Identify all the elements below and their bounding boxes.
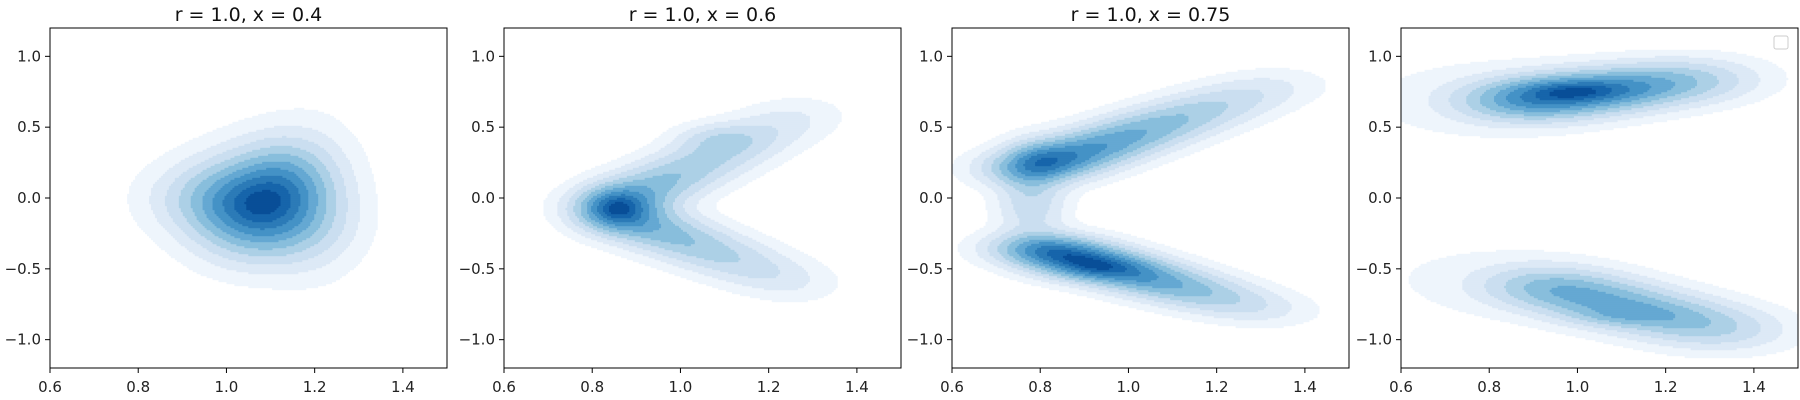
panel-1: 0.6 0.8 1.0 1.2 1.4 −1.0 −0.5 0.0 0.5 1.0 r = 1.0,… <box>5 4 448 396</box>
panel-title: r = 1.0, x = 0.75 <box>1071 4 1231 26</box>
x-tick-label: 1.0 <box>1117 378 1141 396</box>
x-tick-label: 1.4 <box>391 378 415 396</box>
y-tick-label: −0.5 <box>907 260 943 278</box>
y-tick-label: 0.0 <box>17 189 41 207</box>
y-tick-label: −1.0 <box>907 331 943 349</box>
x-tick-label: 1.4 <box>1293 378 1317 396</box>
x-tick-label: 1.2 <box>1205 378 1229 396</box>
x-tick-label: 0.6 <box>1389 378 1413 396</box>
contour-level-10 <box>1549 87 1596 99</box>
y-tick-label: −1.0 <box>1356 331 1392 349</box>
y-tick-label: 0.0 <box>919 189 943 207</box>
x-tick-label: 0.6 <box>38 378 62 396</box>
contour-level-9 <box>1035 157 1127 273</box>
contour-level-3 <box>1448 61 1761 345</box>
contour-level-10 <box>1062 253 1113 271</box>
y-tick-label: −1.0 <box>5 331 41 349</box>
x-tick-label: 0.6 <box>940 378 964 396</box>
x-tick-label: 0.6 <box>492 378 516 396</box>
y-tick-label: 0.0 <box>1368 189 1392 207</box>
panel-2: 0.6 0.8 1.0 1.2 1.4 −1.0 −0.5 0.0 0.5 1.0 r = 1.0,… <box>459 4 902 396</box>
density-contours <box>1401 49 1798 359</box>
y-tick-label: 0.5 <box>17 118 41 136</box>
y-tick-label: −0.5 <box>1356 260 1392 278</box>
legend-box <box>1773 35 1789 50</box>
y-tick-label: −0.5 <box>459 260 495 278</box>
panel-title: r = 1.0, x = 0.4 <box>175 4 323 26</box>
density-contours <box>127 107 378 291</box>
y-tick-label: 1.0 <box>919 47 943 65</box>
y-tick-label: 1.0 <box>1368 47 1392 65</box>
x-tick-label: 1.2 <box>757 378 781 396</box>
panel-4: 0.6 0.8 1.0 1.2 1.4 −1.0 −0.5 0.0 0.5 1.0 <box>1356 27 1799 396</box>
contour-level-10 <box>609 201 630 215</box>
panel-title: r = 1.0, x = 0.6 <box>629 4 777 26</box>
x-tick-label: 0.8 <box>126 378 150 396</box>
x-tick-label: 1.0 <box>1566 378 1590 396</box>
x-tick-label: 1.0 <box>669 378 693 396</box>
y-tick-label: 0.5 <box>919 118 943 136</box>
density-contours <box>543 97 842 303</box>
x-tick-label: 0.8 <box>1028 378 1052 396</box>
y-tick-label: 1.0 <box>17 47 41 65</box>
y-tick-label: 0.5 <box>1368 118 1392 136</box>
x-tick-label: 1.0 <box>215 378 239 396</box>
x-tick-label: 0.8 <box>580 378 604 396</box>
y-tick-label: −1.0 <box>459 331 495 349</box>
x-tick-label: 0.8 <box>1477 378 1501 396</box>
y-tick-label: −0.5 <box>5 260 41 278</box>
x-tick-label: 1.2 <box>303 378 327 396</box>
x-tick-label: 1.2 <box>1654 378 1678 396</box>
y-tick-label: 0.5 <box>471 118 495 136</box>
contour-level-10 <box>244 189 281 215</box>
x-tick-label: 1.4 <box>1742 378 1766 396</box>
density-contours <box>952 67 1326 329</box>
y-tick-label: 1.0 <box>471 47 495 65</box>
x-tick-label: 1.4 <box>845 378 869 396</box>
y-tick-label: 0.0 <box>471 189 495 207</box>
panel-3: 0.6 0.8 1.0 1.2 1.4 −1.0 −0.5 0.0 0.5 1.0 r = 1.0,… <box>907 4 1350 396</box>
